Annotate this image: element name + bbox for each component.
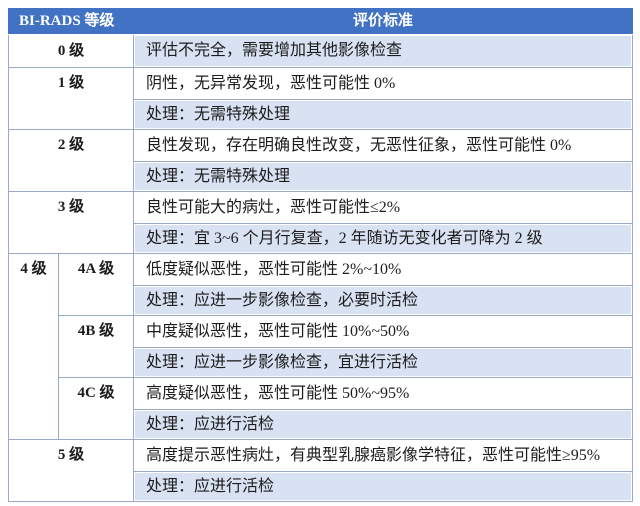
grade-cell-0: 0 级 xyxy=(8,34,134,68)
table-row: 0 级 评估不完全，需要增加其他影像检查 xyxy=(8,34,633,68)
table-row: 4 级 4A 级 低度疑似恶性，恶性可能性 2%~10% xyxy=(8,253,633,440)
management-cell-4a: 处理：应进一步影像检查，必要时活检 xyxy=(133,285,633,316)
table-row: 处理：应进一步影像检查，宜进行活检 xyxy=(9,347,633,378)
management-cell-1: 处理：无需特殊处理 xyxy=(133,99,633,130)
grade-cell-5: 5 级 xyxy=(8,439,134,502)
table-row: 2 级 良性发现，存在明确良性改变，无恶性征象，恶性可能性 0% xyxy=(8,129,633,192)
criteria-cell-2: 良性发现，存在明确良性改变，无恶性征象，恶性可能性 0% xyxy=(133,129,633,162)
table-row: 4C 级 高度疑似恶性，恶性可能性 50%~95% xyxy=(9,377,633,440)
grade-cell-4a: 4A 级 xyxy=(58,253,134,316)
grade-cell-4b: 4B 级 xyxy=(58,315,134,378)
management-cell-2: 处理：无需特殊处理 xyxy=(133,161,633,192)
table-row: 1 级 阴性，无异常发现，恶性可能性 0% xyxy=(8,67,633,130)
criteria-cell-1: 阴性，无异常发现，恶性可能性 0% xyxy=(133,67,633,100)
criteria-cell-3: 良性可能大的病灶，恶性可能性≤2% xyxy=(133,191,633,224)
grade-cell-4: 4 级 xyxy=(8,253,59,440)
table-row: 5 级 高度提示恶性病灶，有典型乳腺癌影像学特征，恶性可能性≥95% xyxy=(8,439,633,502)
grade-cell-2: 2 级 xyxy=(8,129,134,192)
criteria-cell-4c: 高度疑似恶性，恶性可能性 50%~95% xyxy=(133,377,633,410)
birads-table: BI-RADS 等级 评价标准 0 级 评估不完全，需要增加其他影像检查 1 级… xyxy=(8,8,633,502)
table-row: 4B 级 中度疑似恶性，恶性可能性 10%~50% xyxy=(9,315,633,378)
management-cell-3: 处理：宜 3~6 个月行复查，2 年随访无变化者可降为 2 级 xyxy=(133,223,633,254)
criteria-cell-4b: 中度疑似恶性，恶性可能性 10%~50% xyxy=(133,315,633,348)
table-row: 处理：应进一步影像检查，必要时活检 xyxy=(9,285,633,316)
grade-cell-1: 1 级 xyxy=(8,67,134,130)
criteria-cell-0: 评估不完全，需要增加其他影像检查 xyxy=(133,34,633,68)
table-row: 3 级 良性可能大的病灶，恶性可能性≤2% xyxy=(8,191,633,254)
header-row: BI-RADS 等级 评价标准 xyxy=(8,8,633,35)
grade-cell-4c: 4C 级 xyxy=(58,377,134,440)
header-grade-column: BI-RADS 等级 xyxy=(8,8,134,35)
grade-cell-3: 3 级 xyxy=(8,191,134,254)
management-cell-4c: 处理：应进行活检 xyxy=(133,409,633,440)
table-row: 处理：应进行活检 xyxy=(9,471,633,502)
criteria-cell-5: 高度提示恶性病灶，有典型乳腺癌影像学特征，恶性可能性≥95% xyxy=(133,439,633,472)
management-cell-4b: 处理：应进一步影像检查，宜进行活检 xyxy=(133,347,633,378)
table-row: 处理：应进行活检 xyxy=(9,409,633,440)
criteria-cell-4a: 低度疑似恶性，恶性可能性 2%~10% xyxy=(133,253,633,286)
management-cell-5: 处理：应进行活检 xyxy=(133,471,633,502)
table-row: 处理：无需特殊处理 xyxy=(9,99,633,130)
header-criteria-column: 评价标准 xyxy=(133,8,633,35)
